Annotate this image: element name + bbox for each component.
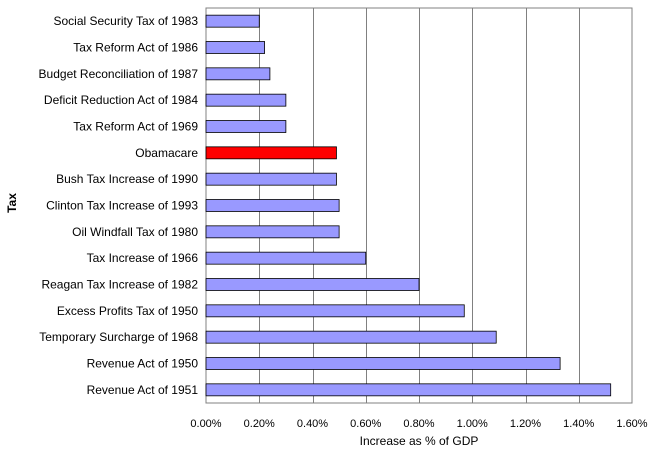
category-label: Tax Reform Act of 1986 (73, 41, 198, 55)
bar (205, 120, 287, 133)
bar (205, 41, 265, 54)
bars (205, 14, 612, 397)
bar (205, 14, 260, 28)
x-axis-title: Increase as % of GDP (360, 434, 479, 448)
category-labels: Social Security Tax of 1983 Tax Reform Ac… (39, 14, 199, 397)
x-tick-label: 1.00% (457, 418, 488, 430)
category-label: Revenue Act of 1951 (87, 383, 199, 397)
category-label: Deficit Reduction Act of 1984 (44, 93, 198, 107)
bar (205, 278, 420, 291)
x-tick-label: 0.00% (190, 418, 221, 430)
category-label: Budget Reconciliation of 1987 (39, 67, 199, 81)
bar (205, 357, 561, 370)
x-tick-labels: 0.00% 0.20% 0.40% 0.60% 0.80% 1.00% 1.20% 1.40%… (190, 418, 647, 430)
category-label: Oil Windfall Tax of 1980 (72, 225, 198, 239)
bar (205, 330, 497, 344)
category-label: Social Security Tax of 1983 (53, 14, 198, 28)
bar (205, 146, 337, 160)
category-label: Tax Reform Act of 1969 (73, 120, 198, 134)
bar (205, 93, 287, 107)
x-tick-label: 0.20% (244, 418, 275, 430)
x-tick-label: 1.40% (563, 418, 594, 430)
y-axis-title: Tax (5, 193, 19, 213)
category-label: Temporary Surcharge of 1968 (39, 330, 198, 344)
category-label: Excess Profits Tax of 1950 (57, 304, 199, 318)
bar (205, 172, 337, 186)
x-tick-label: 0.40% (297, 418, 328, 430)
x-tick-label: 1.20% (510, 418, 541, 430)
category-label: Bush Tax Increase of 1990 (56, 172, 198, 186)
category-label: Tax Increase of 1966 (87, 251, 199, 265)
bar (205, 383, 612, 397)
category-label: Revenue Act of 1950 (87, 357, 199, 371)
x-tick-label: 0.60% (350, 418, 381, 430)
bar (205, 225, 340, 239)
bar (205, 251, 367, 265)
x-tick-label: 1.60% (616, 418, 647, 430)
category-label: Clinton Tax Increase of 1993 (46, 199, 198, 213)
bar (205, 67, 271, 81)
bar (205, 304, 465, 318)
category-label: Reagan Tax Increase of 1982 (41, 278, 198, 292)
category-label: Obamacare (135, 146, 198, 160)
x-tick-label: 0.80% (403, 418, 434, 430)
bar (205, 199, 340, 212)
